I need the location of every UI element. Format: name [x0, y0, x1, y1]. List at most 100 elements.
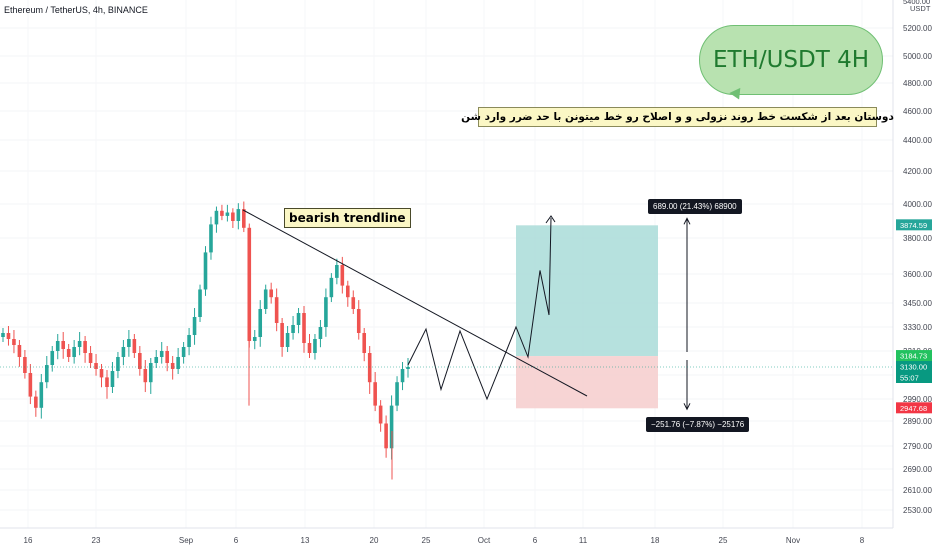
time-tick-label: Oct [478, 536, 491, 545]
candle-down [247, 227, 252, 341]
candle-down [138, 353, 142, 369]
candle-up [176, 357, 180, 369]
candle-up [44, 365, 49, 383]
candle-down [274, 297, 279, 323]
candle-up [313, 339, 317, 353]
time-tick-label: 8 [860, 536, 865, 545]
candle-down [340, 265, 345, 286]
price-axis[interactable]: 5200.00 5000.00 4800.00 4600.00 4400.00 4200.… [896, 0, 932, 515]
candle-up [296, 313, 301, 325]
candle-up [258, 309, 263, 337]
candle-down [170, 363, 175, 369]
candle-up [318, 327, 323, 339]
symbol-header[interactable]: Ethereum / TetherUS, 4h, BINANCE [4, 5, 148, 15]
candle-down [88, 353, 93, 363]
candle-up [148, 363, 153, 383]
price-tick-label: 5000.00 [903, 52, 932, 61]
candle-up [263, 289, 268, 309]
candle-down [307, 343, 312, 353]
time-tick-label: 20 [370, 536, 379, 545]
candle-up [127, 339, 131, 347]
candle-up [285, 333, 290, 347]
price-tick-label: 3330.00 [903, 323, 932, 332]
price-tag-label-stop: 2947.68 [900, 404, 927, 413]
price-tick-label: 3450.00 [903, 299, 932, 308]
candle-up [77, 341, 82, 347]
candle-down [220, 210, 224, 216]
candle-down [143, 369, 148, 383]
price-tick-label: 3800.00 [903, 234, 932, 243]
candle-up [192, 317, 197, 335]
candle-up [121, 347, 126, 357]
candle-up [154, 357, 159, 363]
price-tag-countdown [896, 372, 932, 383]
candle-down [384, 423, 388, 449]
candle-down [165, 351, 169, 363]
price-tag-target [896, 219, 932, 231]
candle-up [203, 252, 208, 290]
time-tick-label: 18 [651, 536, 660, 545]
price-tick-label: 2610.00 [903, 486, 932, 495]
candle-up [72, 347, 76, 357]
candle-down [269, 289, 273, 298]
stop-arrow-head [683, 403, 691, 411]
persian-note[interactable]: دوستان بعد از شکست خط روند نزولی و و اصل… [461, 107, 894, 127]
candle-up [252, 337, 257, 341]
price-tick-label: 5200.00 [903, 24, 932, 33]
candle-down [12, 339, 16, 345]
time-tick-label: Sep [179, 536, 194, 545]
candle-up [50, 351, 55, 365]
time-tick-label: 25 [719, 536, 728, 545]
time-axis[interactable]: 16 23 Sep 6 13 20 25 Oct 6 11 18 25 Nov 8 [24, 536, 865, 545]
candle-down [28, 373, 33, 397]
title-bubble-text: ETH/USDT 4H [712, 47, 870, 73]
price-tick-label: 4400.00 [903, 136, 932, 145]
time-tick-label: 6 [234, 536, 239, 545]
candle-up [187, 335, 191, 347]
candle-down [378, 405, 383, 424]
grid [0, 27, 893, 511]
price-tick-label: 2790.00 [903, 442, 932, 451]
candle-down [231, 212, 235, 221]
candle-up [55, 341, 60, 351]
price-tick-label: 4200.00 [903, 167, 932, 176]
candle-down [94, 363, 98, 369]
price-tag-label-last: 3130.00 [900, 363, 927, 372]
candle-down [34, 396, 38, 408]
candle-down [132, 339, 137, 353]
time-tick-label: 23 [92, 536, 101, 545]
price-tick-label: 2890.00 [903, 417, 932, 426]
candle-up [198, 289, 202, 317]
candle-up [159, 351, 164, 357]
candle-down [242, 209, 246, 228]
price-tag-stop [896, 402, 932, 414]
projected-path-end [548, 217, 552, 316]
price-tick-label: 4600.00 [903, 107, 932, 116]
time-tick-label: 16 [24, 536, 33, 545]
time-tick-label: Nov [786, 536, 800, 545]
candle-down [105, 377, 109, 387]
candle-up [324, 297, 328, 327]
price-tag-label-target: 3874.59 [900, 221, 927, 230]
candle-up [110, 371, 115, 387]
candle-up [236, 209, 241, 221]
stop-zone [516, 356, 658, 409]
candle-down [280, 323, 284, 347]
target-zone [516, 225, 658, 357]
candle-up [335, 265, 339, 278]
candle-down [356, 309, 361, 333]
title-bubble[interactable]: ETH/USDT 4H [699, 25, 883, 95]
candle-down [17, 345, 22, 357]
trendline-label[interactable]: bearish trendline [284, 208, 411, 228]
price-tick-label-partial: 5400.00 [903, 0, 930, 6]
candle-down [345, 285, 350, 298]
price-tick-label: 4800.00 [903, 79, 932, 88]
time-tick-label: 25 [422, 536, 431, 545]
time-tick-label: 11 [579, 536, 588, 545]
candle-up [181, 347, 186, 357]
candle-up [214, 210, 219, 225]
projected-path [407, 270, 550, 401]
candle-down [66, 349, 71, 357]
candle-down [351, 297, 356, 309]
